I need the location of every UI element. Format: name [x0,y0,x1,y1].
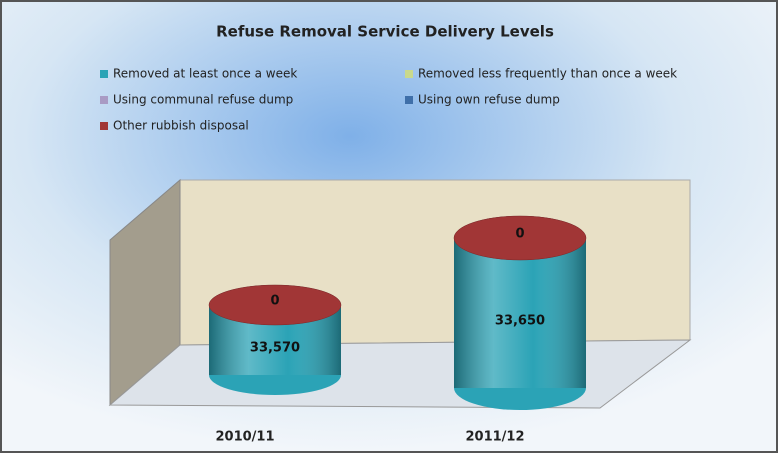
legend-swatch [405,70,413,78]
legend-label: Using own refuse dump [418,93,560,107]
data-label: 33,570 [250,341,300,356]
cylinder-top [208,284,342,326]
data-label: 33,650 [495,314,545,329]
floor [108,339,692,409]
legend-label: Removed less frequently than once a week [418,67,677,81]
chart-title: Refuse Removal Service Delivery Levels [216,23,554,41]
legend-label: Removed at least once a week [113,67,297,81]
legend-swatch [100,70,108,78]
cylinder-shade [454,238,586,388]
cylinder-top [453,215,587,261]
legend-label: Using communal refuse dump [113,93,293,107]
legend-swatch [405,96,413,104]
legend-swatch [100,96,108,104]
legend-label: Other rubbish disposal [113,119,249,133]
legend-swatch [100,122,108,130]
x-tick-label: 2011/12 [465,430,524,445]
x-tick-label: 2010/11 [215,430,274,445]
data-label: 0 [270,294,279,309]
data-label: 0 [515,227,524,242]
